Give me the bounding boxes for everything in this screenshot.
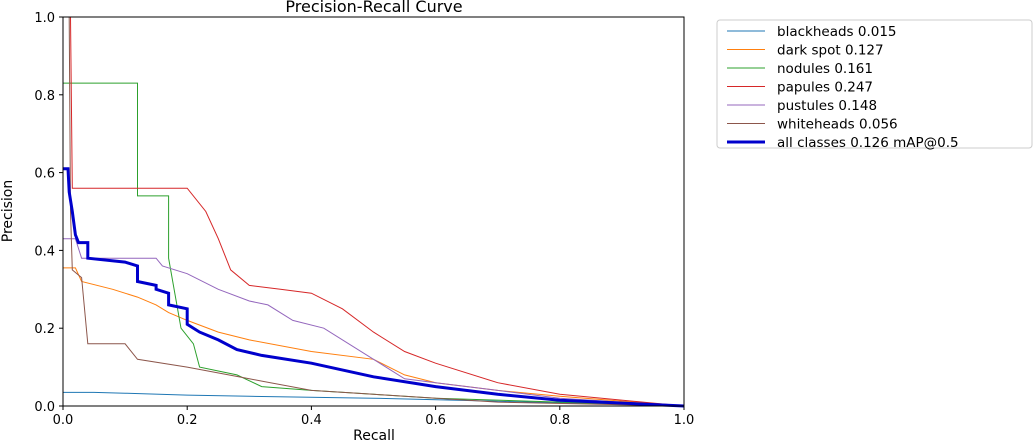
y-tick-label: 0.4 [34,244,55,259]
x-axis-ticks: 0.0 0.2 0.4 0.6 0.8 1.0 [53,406,695,428]
legend-label-all-classes: all classes 0.126 mAP@0.5 [777,135,959,151]
y-tick-label: 0.2 [34,322,55,337]
legend-label-pustules: pustules 0.148 [777,98,877,114]
legend-label-dark-spot: dark spot 0.127 [777,43,884,59]
legend: blackheads 0.015 dark spot 0.127 nodules 0… [716,19,1033,151]
x-tick-label: 0.2 [177,413,198,428]
y-axis-label: Precision [0,180,16,242]
y-tick-label: 0.0 [34,400,55,415]
x-tick-label: 0.0 [53,413,74,428]
plot-lines [63,16,685,408]
series-line-all-classes [63,167,685,408]
x-tick-label: 0.8 [549,413,570,428]
x-tick-label: 0.4 [301,413,322,428]
series-line-whiteheads [68,16,685,407]
y-tick-label: 1.0 [34,11,55,26]
y-tick-label: 0.8 [34,89,55,104]
x-tick-label: 1.0 [674,413,695,428]
series-line-papules [66,16,685,407]
x-tick-label: 0.6 [425,413,446,428]
chart-title: Precision-Recall Curve [285,0,462,16]
legend-label-whiteheads: whiteheads 0.056 [777,117,898,133]
legend-frame [716,19,1033,149]
x-axis-label: Recall [353,428,395,440]
legend-label-papules: papules 0.247 [777,80,873,96]
y-axis-ticks: 0.0 0.2 0.4 0.6 0.8 1.0 [34,11,63,415]
legend-label-nodules: nodules 0.161 [777,61,873,77]
series-line-pustules [63,238,685,407]
legend-label-blackheads: blackheads 0.015 [777,24,897,40]
y-tick-label: 0.6 [34,167,55,182]
plot-frame [62,16,685,407]
